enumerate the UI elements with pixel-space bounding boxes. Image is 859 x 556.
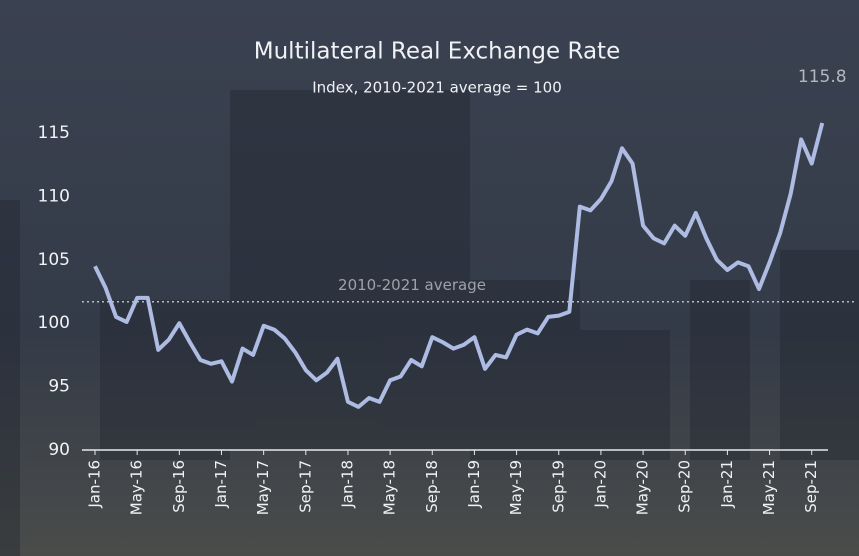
x-tick-label: Sep-19: [549, 460, 567, 513]
background-buildings: [0, 90, 859, 556]
x-tick-label: May-18: [381, 460, 399, 515]
y-tick-label: 90: [48, 440, 70, 460]
y-tick-label: 105: [38, 250, 70, 270]
x-tick-label: May-21: [760, 460, 778, 515]
x-tick-label: Jan-18: [338, 460, 356, 509]
x-tick-label: Sep-20: [676, 460, 694, 513]
x-tick-label: Jan-21: [718, 460, 736, 509]
reference-label: 2010-2021 average: [338, 276, 486, 294]
x-tick-label: Sep-16: [170, 460, 188, 513]
x-tick-label: May-20: [634, 460, 652, 515]
chart-title: Multilateral Real Exchange Rate: [254, 39, 620, 65]
x-tick-label: Jan-16: [86, 460, 104, 509]
x-tick-label: Sep-21: [802, 460, 820, 513]
series-line: [93, 122, 825, 409]
chart-subtitle: Index, 2010-2021 average = 100: [312, 79, 562, 97]
x-tick-label: Sep-17: [296, 460, 314, 513]
x-tick-label: Jan-19: [465, 460, 483, 509]
y-tick-label: 95: [48, 377, 70, 397]
data-label: 115.8: [798, 67, 847, 87]
x-tick-label: May-19: [507, 460, 525, 515]
x-tick-label: Jan-20: [591, 460, 609, 509]
x-tick-label: May-17: [254, 460, 272, 515]
y-tick-label: 110: [38, 186, 70, 206]
x-tick-label: Sep-18: [423, 460, 441, 513]
x-tick-label: May-16: [128, 460, 146, 515]
y-tick-label: 115: [38, 123, 70, 143]
y-tick-label: 100: [38, 313, 70, 333]
x-tick-label: Jan-17: [212, 460, 230, 509]
